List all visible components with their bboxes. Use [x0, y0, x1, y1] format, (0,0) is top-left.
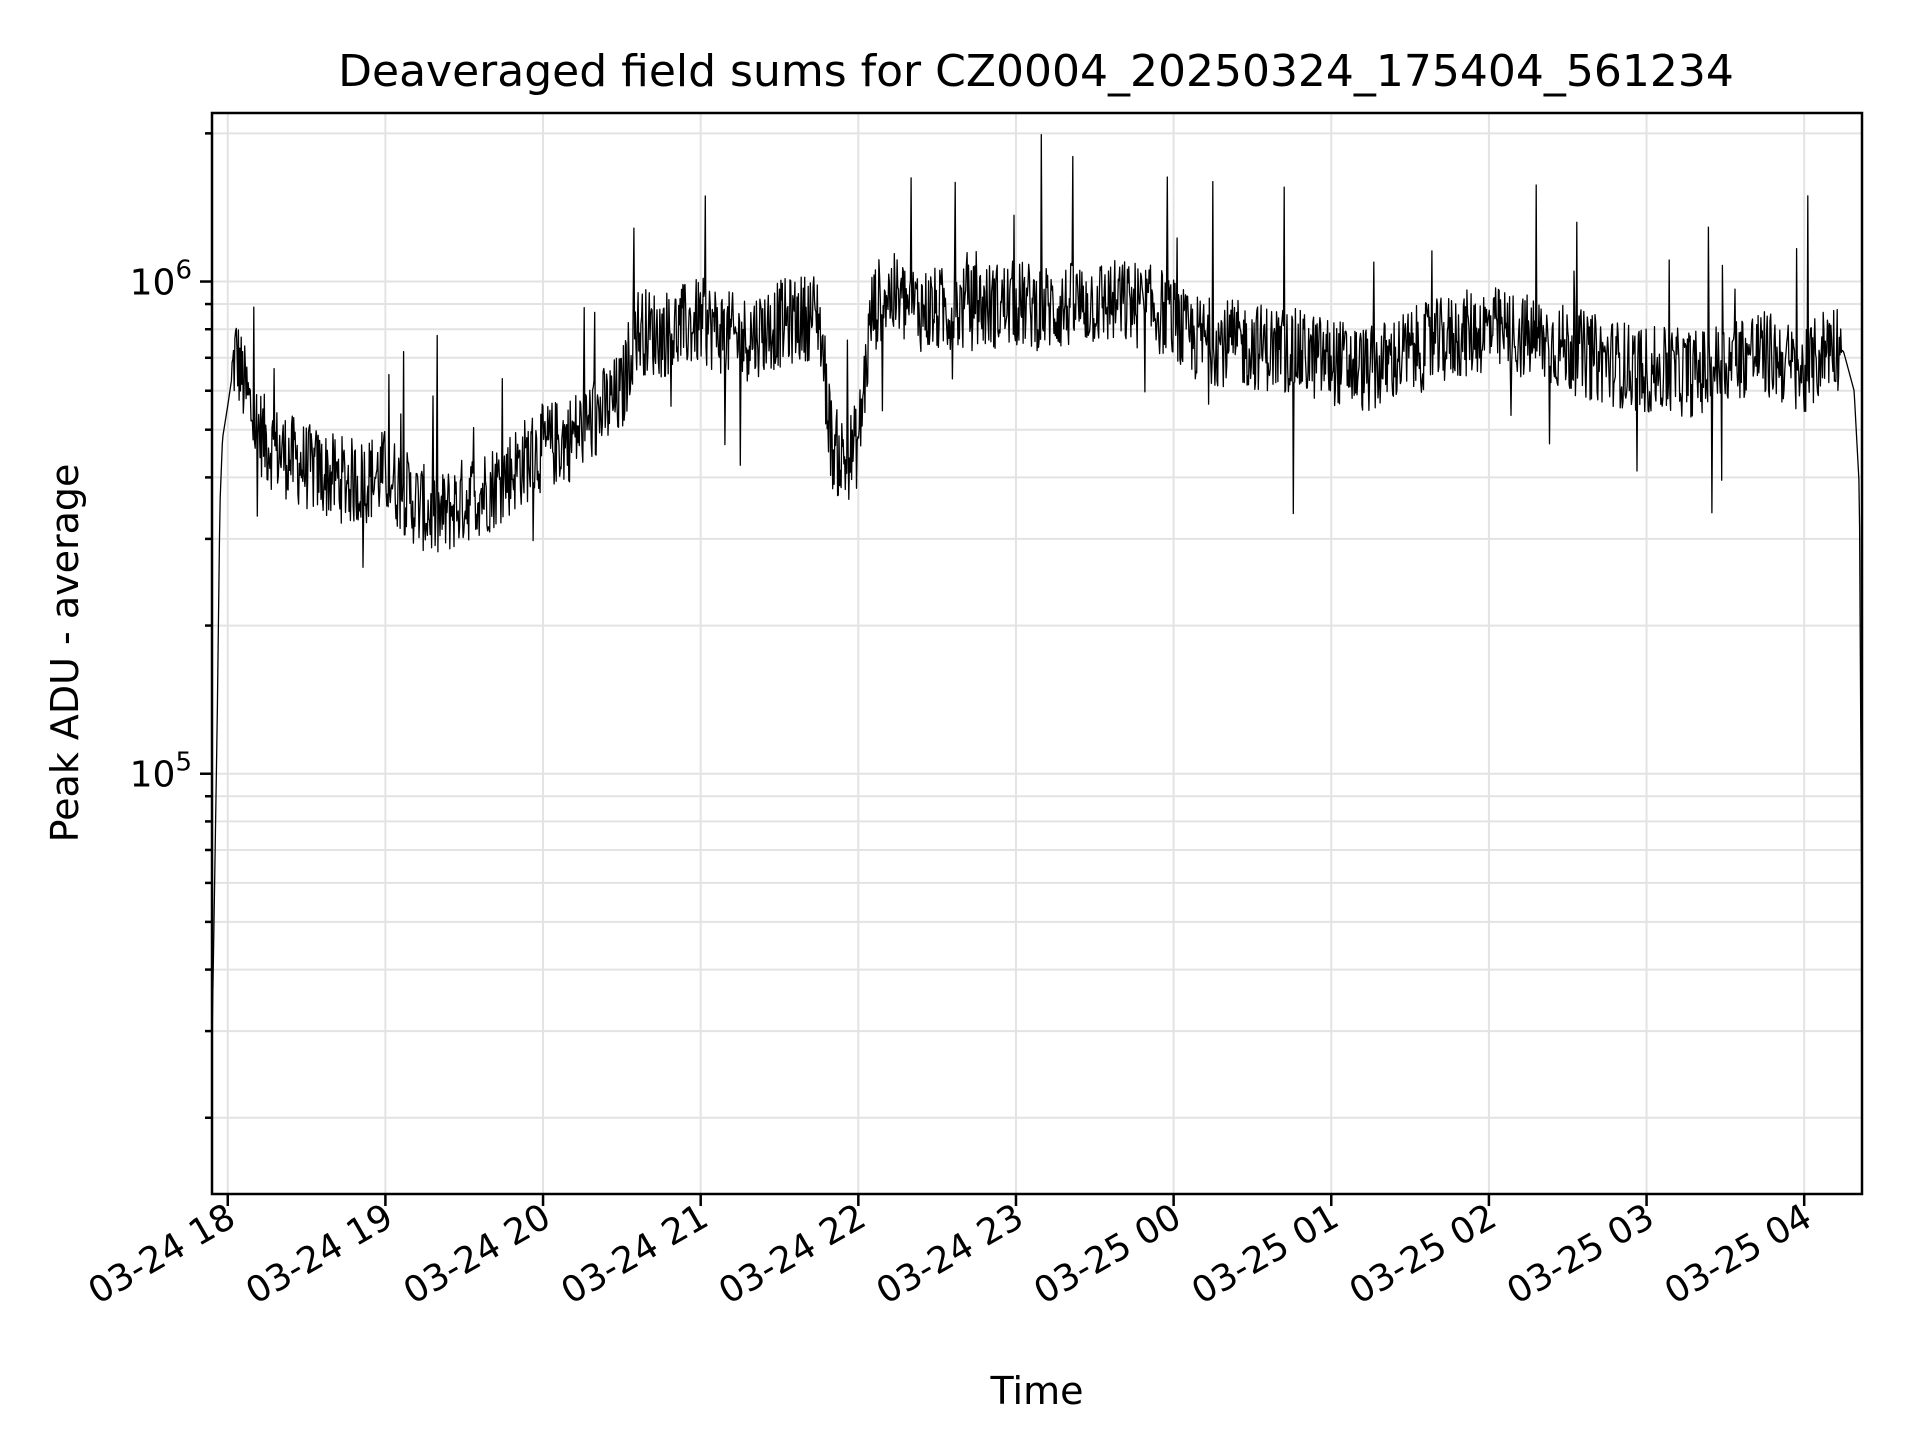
x-tick-label: 03-25 02: [1343, 1196, 1504, 1312]
x-tick-label: 03-25 00: [1027, 1196, 1188, 1312]
plot-frame: [210, 111, 1864, 1196]
y-axis: 105 106: [130, 132, 212, 1120]
y-tick-label: 105: [130, 748, 192, 796]
chart-title: Deaveraged field sums for CZ0004_2025032…: [338, 46, 1734, 97]
x-tick-label: 03-25 04: [1658, 1196, 1819, 1312]
x-tick-label: 03-25 01: [1185, 1196, 1346, 1312]
x-axis-label: Time: [990, 1369, 1084, 1413]
x-tick-label: 03-24 22: [712, 1196, 873, 1312]
series-line: [211, 133, 1863, 1046]
x-tick-label: 03-24 18: [82, 1196, 243, 1312]
x-tick-label: 03-24 19: [239, 1196, 400, 1312]
y-tick-label: 106: [130, 256, 192, 304]
x-tick-label: 03-24 21: [555, 1196, 716, 1312]
x-tick-label: 03-24 23: [870, 1196, 1031, 1312]
x-tick-label: 03-25 03: [1500, 1196, 1661, 1312]
grid: [212, 113, 1862, 1194]
y-axis-label: Peak ADU - average: [43, 464, 87, 843]
x-tick-label: 03-24 20: [397, 1196, 558, 1312]
